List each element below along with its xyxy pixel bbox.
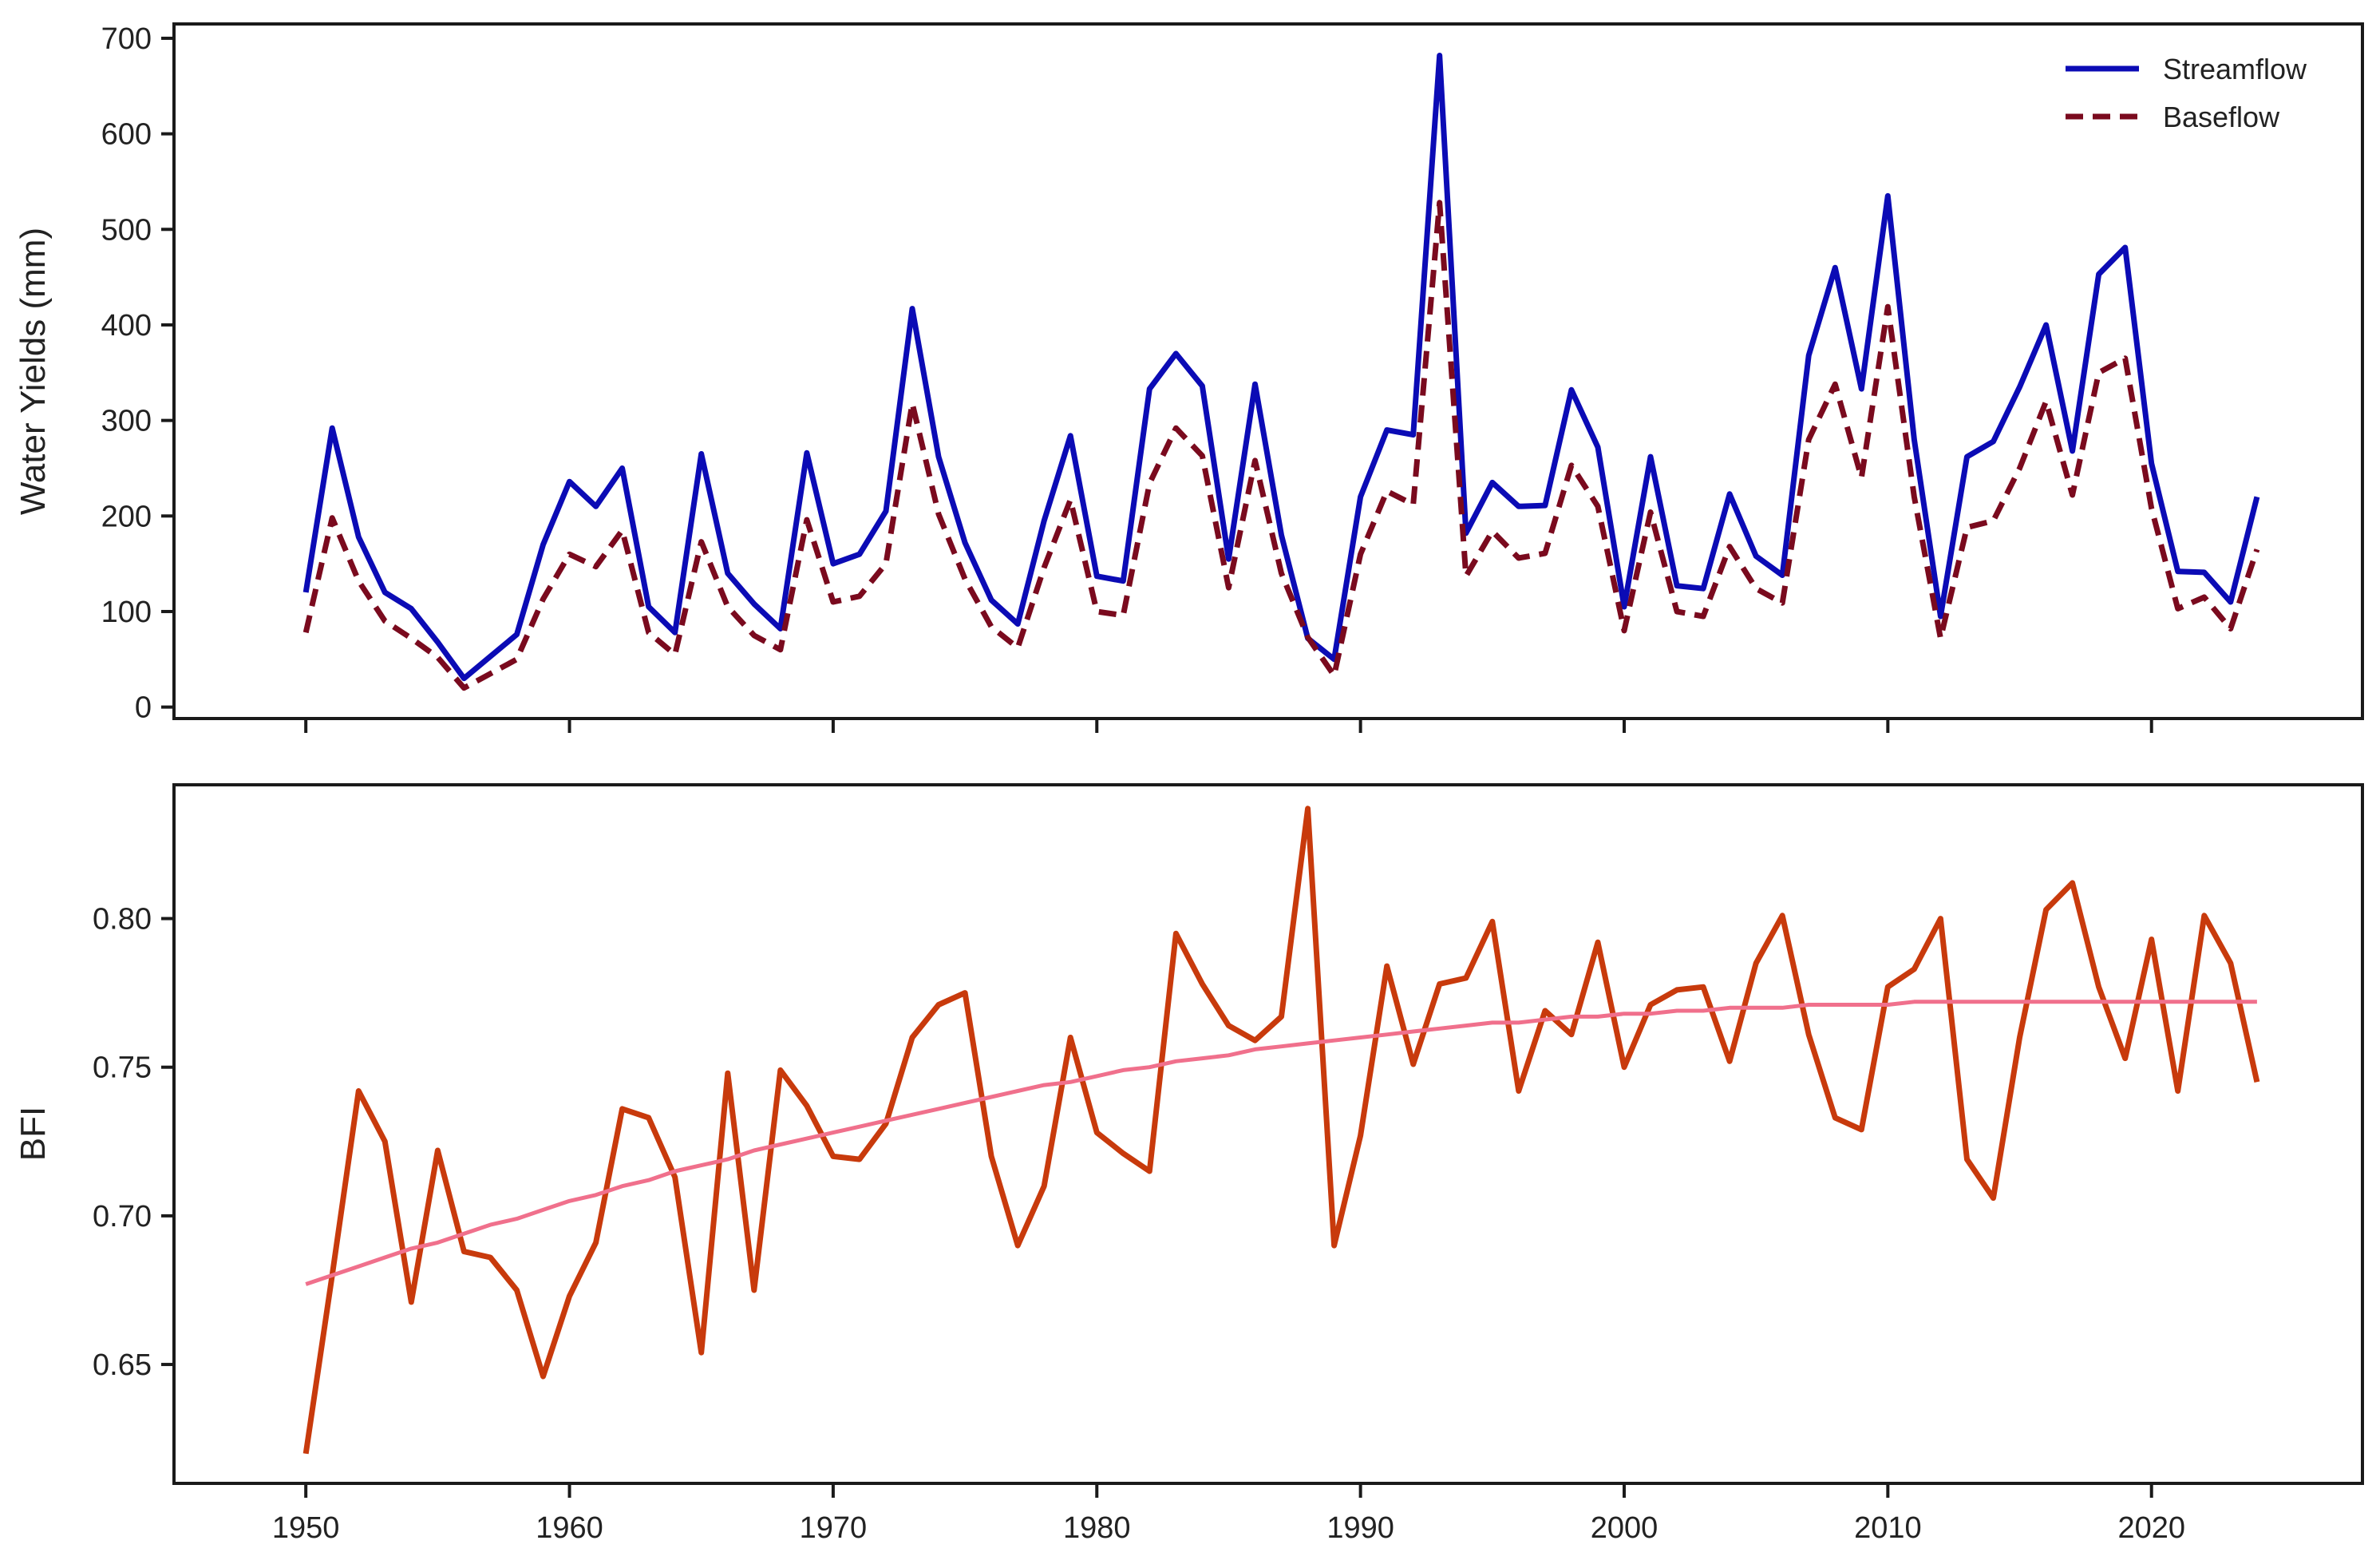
bottom-series-group: [302, 806, 2260, 1455]
bottom-y-tick-label: 0.75: [93, 1051, 152, 1085]
top-plot-frame: [172, 22, 2364, 720]
bottom-y-tick-label: 0.70: [93, 1200, 152, 1233]
top-y-tick-label: 400: [101, 309, 152, 343]
top-y-tick-label: 0: [135, 691, 152, 725]
series-line-bfi: [302, 806, 2260, 1455]
top-x-axis: [304, 719, 2153, 733]
top-y-axis-label: Water Yields (mm): [14, 228, 53, 515]
bottom-x-tick-label: 1990: [1326, 1511, 1394, 1545]
top-y-tick-label: 200: [101, 500, 152, 533]
top-y-tick-label: 700: [101, 22, 152, 56]
bottom-x-tick-label: 1950: [272, 1511, 340, 1545]
streamflow-panel: 0 100 200 300 400 500 600 700 Water Yields (mm)…: [14, 22, 2364, 733]
series-line-streamflow: [302, 53, 2260, 682]
series-line-baseflow: [302, 200, 2260, 691]
top-y-tick-label: 300: [101, 405, 152, 438]
top-series-group: [302, 53, 2260, 691]
bottom-x-tick-label: 1970: [800, 1511, 868, 1545]
bottom-y-tick-label: 0.65: [93, 1348, 152, 1382]
bottom-y-axis-label: BFI: [14, 1107, 53, 1161]
top-y-tick-label: 100: [101, 596, 152, 629]
top-y-axis: 0 100 200 300 400 500 600 700: [101, 22, 174, 725]
bottom-x-tick-label: 2000: [1591, 1511, 1658, 1545]
bottom-x-tick-label: 2010: [1854, 1511, 1922, 1545]
bottom-y-axis: 0.65 0.70 0.75 0.80: [93, 903, 174, 1382]
legend-label-streamflow: Streamflow: [2163, 53, 2307, 85]
bottom-y-tick-label: 0.80: [93, 903, 152, 936]
legend: Streamflow Baseflow: [2066, 53, 2307, 133]
bottom-x-tick-label: 2020: [2117, 1511, 2185, 1545]
bottom-x-tick-label: 1980: [1063, 1511, 1131, 1545]
bottom-plot-frame: [172, 783, 2364, 1485]
bottom-x-axis: 1950 1960 1970 1980 1990 2000 2010 2020: [272, 1483, 2185, 1545]
bfi-panel: 0.65 0.70 0.75 0.80 1950 1960 1970 1980 1990 200…: [14, 783, 2364, 1545]
bottom-x-tick-label: 1960: [536, 1511, 603, 1545]
legend-label-baseflow: Baseflow: [2163, 101, 2280, 133]
top-y-tick-label: 600: [101, 118, 152, 152]
series-line-trend: [305, 1000, 2257, 1286]
top-y-tick-label: 500: [101, 213, 152, 247]
